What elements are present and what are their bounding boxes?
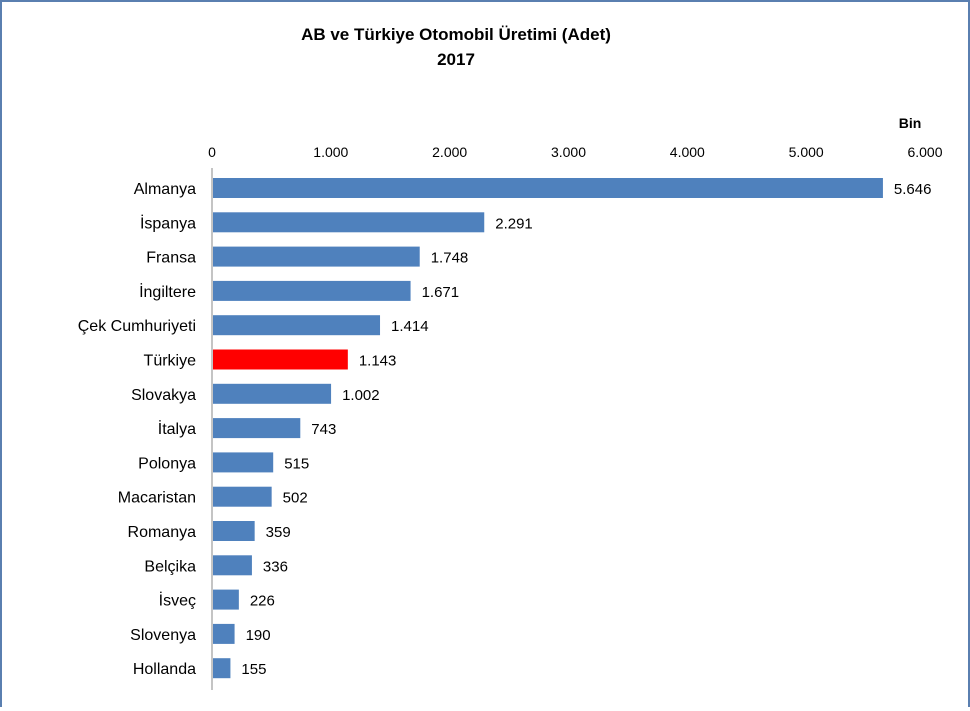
data-label: 226 (250, 593, 275, 610)
chart-title: AB ve Türkiye Otomobil Üretimi (Adet) (301, 25, 611, 44)
bar (213, 280, 411, 301)
category-label: Hollanda (133, 661, 196, 678)
data-label: 743 (311, 421, 336, 438)
category-label: Almanya (134, 181, 196, 198)
x-tick-label: 3.000 (551, 144, 586, 160)
x-tick-label: 6.000 (907, 144, 942, 160)
category-label: Polonya (138, 455, 196, 472)
bar (213, 315, 381, 336)
unit-label: Bin (899, 115, 922, 131)
data-label: 5.646 (894, 181, 932, 198)
data-label: 336 (263, 558, 288, 575)
category-label: Fransa (146, 250, 196, 267)
category-label: İsveç (159, 591, 196, 610)
data-label: 515 (284, 455, 309, 472)
bar (213, 178, 883, 198)
chart-subtitle: 2017 (437, 50, 475, 69)
data-label: 359 (266, 524, 291, 541)
x-tick-label: 0 (208, 144, 216, 160)
category-label: Macaristan (118, 490, 196, 507)
category-label: Çek Cumhuriyeti (78, 318, 196, 335)
bar (213, 383, 332, 404)
data-label: 1.748 (431, 250, 469, 267)
bar (213, 486, 272, 507)
bar (213, 418, 301, 439)
data-label: 2.291 (495, 215, 533, 232)
bar (213, 212, 485, 233)
data-label: 190 (246, 627, 271, 644)
category-label: Romanya (128, 524, 197, 541)
category-label: Türkiye (144, 353, 197, 370)
category-label: İtalya (158, 419, 196, 438)
category-label: Slovakya (131, 387, 196, 404)
x-tick-label: 4.000 (670, 144, 705, 160)
data-label: 1.143 (359, 353, 397, 370)
data-label: 1.414 (391, 318, 429, 335)
bar (213, 623, 235, 644)
data-label: 1.671 (422, 284, 460, 301)
x-tick-label: 5.000 (789, 144, 824, 160)
bar (213, 658, 231, 679)
bar (213, 589, 239, 610)
data-label: 502 (283, 490, 308, 507)
category-label: İngiltere (139, 282, 196, 301)
x-tick-label: 1.000 (313, 144, 348, 160)
data-label: 155 (241, 661, 266, 678)
bar (213, 521, 255, 541)
category-label: Slovenya (130, 627, 196, 644)
bar (213, 246, 420, 267)
bar (213, 452, 274, 473)
bar (213, 349, 348, 370)
category-label: İspanya (140, 213, 196, 232)
category-label: Belçika (144, 558, 196, 575)
data-label: 1.002 (342, 387, 380, 404)
x-tick-label: 2.000 (432, 144, 467, 160)
bar (213, 555, 252, 576)
